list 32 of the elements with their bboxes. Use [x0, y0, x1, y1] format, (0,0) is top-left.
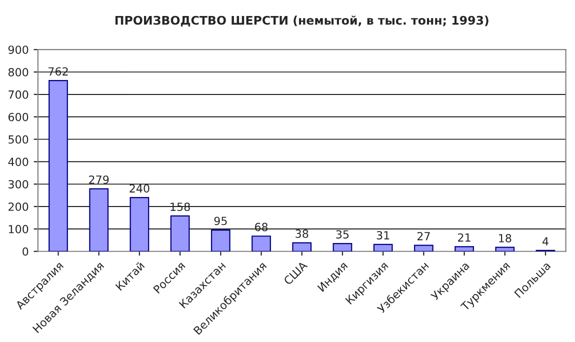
- bar: [89, 188, 109, 252]
- bar: [414, 244, 434, 252]
- y-tick-label: 700: [8, 90, 28, 99]
- data-label: 35: [336, 230, 349, 239]
- y-tick-label: 600: [8, 112, 28, 122]
- bar: [454, 246, 474, 252]
- bar: [373, 244, 393, 252]
- data-label: 27: [417, 232, 430, 240]
- y-tick-label: 800: [8, 68, 28, 76]
- data-label: 38: [296, 230, 308, 238]
- y-tick-label: 0: [22, 247, 28, 256]
- y-tick-label: 500: [8, 135, 28, 144]
- data-label: 95: [214, 216, 227, 226]
- data-label: 18: [499, 234, 512, 242]
- data-label: 21: [458, 233, 470, 242]
- bar: [252, 236, 271, 252]
- y-tick-label: 100: [8, 224, 28, 234]
- bar: [48, 80, 68, 252]
- y-tick-label: 400: [8, 158, 28, 166]
- bar: [170, 215, 190, 252]
- y-tick-label: 200: [8, 202, 28, 211]
- data-label: 279: [89, 175, 109, 184]
- bar: [210, 230, 230, 252]
- bar: [332, 242, 352, 252]
- chart-title: ПРОИЗВОДСТВО ШЕРСТИ (немытой, в тыс. тонн; 1993): [115, 16, 488, 26]
- bar: [292, 242, 312, 252]
- bar: [130, 197, 150, 252]
- y-tick-label: 300: [8, 180, 28, 188]
- y-tick-label: 900: [8, 46, 28, 54]
- data-label: 240: [130, 184, 150, 193]
- data-label: 4: [542, 237, 548, 246]
- data-label: 31: [376, 231, 390, 240]
